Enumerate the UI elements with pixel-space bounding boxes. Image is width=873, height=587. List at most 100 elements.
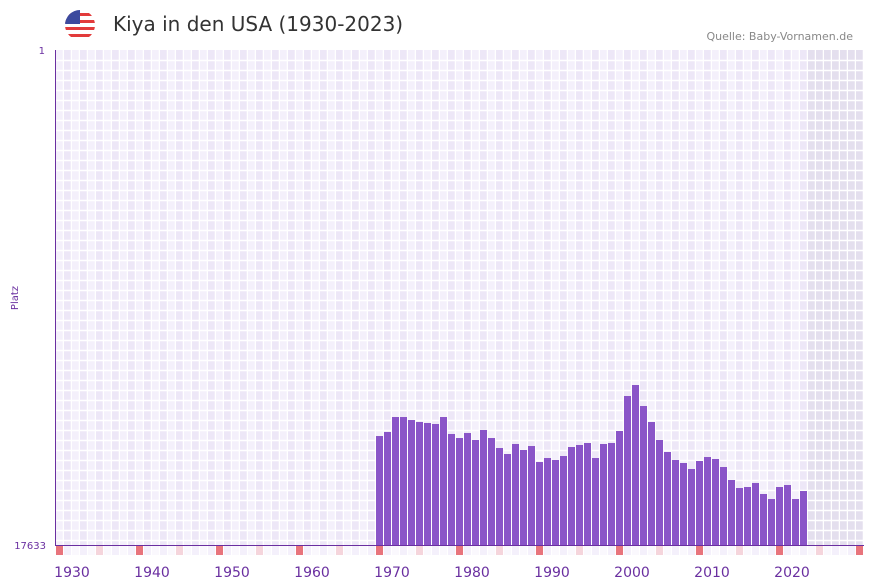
grid-column bbox=[608, 50, 616, 545]
bar-2018 bbox=[760, 493, 767, 545]
source-label: Quelle: Baby-Vornamen.de bbox=[706, 30, 853, 43]
marker-cell bbox=[344, 546, 351, 555]
marker-cell bbox=[568, 546, 575, 555]
grid-column bbox=[624, 50, 632, 545]
grid-column bbox=[88, 50, 96, 545]
grid-column bbox=[832, 50, 840, 545]
marker-cell bbox=[664, 546, 671, 555]
marker-cell bbox=[424, 546, 431, 555]
bar-1981 bbox=[464, 433, 471, 545]
grid-column bbox=[232, 50, 240, 545]
marker-cell bbox=[792, 546, 799, 555]
bar-1992 bbox=[552, 459, 559, 545]
marker-cell bbox=[224, 546, 231, 555]
bar-2008 bbox=[680, 462, 687, 545]
grid-column bbox=[336, 50, 344, 545]
year-marker bbox=[56, 546, 63, 555]
year-marker bbox=[856, 546, 863, 555]
bar-1985 bbox=[496, 448, 503, 545]
y-axis-label: Platz bbox=[10, 286, 21, 310]
marker-cell bbox=[440, 546, 447, 555]
marker-cell bbox=[360, 546, 367, 555]
bar-2006 bbox=[664, 451, 671, 545]
bar-2023 bbox=[800, 491, 807, 545]
grid-column bbox=[560, 50, 568, 545]
grid-column bbox=[248, 50, 256, 545]
bar-1982 bbox=[472, 440, 479, 545]
year-marker bbox=[176, 546, 183, 555]
grid-column bbox=[776, 50, 784, 545]
marker-cell bbox=[480, 546, 487, 555]
bar-1988 bbox=[520, 449, 527, 545]
year-marker bbox=[296, 546, 303, 555]
grid-column bbox=[824, 50, 832, 545]
year-marker bbox=[496, 546, 503, 555]
year-marker bbox=[456, 546, 463, 555]
grid-column bbox=[56, 50, 64, 545]
marker-cell bbox=[64, 546, 71, 555]
marker-cell bbox=[768, 546, 775, 555]
grid-column bbox=[416, 50, 424, 545]
year-marker bbox=[96, 546, 103, 555]
marker-cell bbox=[608, 546, 615, 555]
marker-cell bbox=[624, 546, 631, 555]
grid-column bbox=[72, 50, 80, 545]
bar-1984 bbox=[488, 438, 495, 545]
grid-column bbox=[632, 50, 640, 545]
grid-column bbox=[744, 50, 752, 545]
grid-column bbox=[408, 50, 416, 545]
grid-column bbox=[288, 50, 296, 545]
grid-column bbox=[216, 50, 224, 545]
grid-column bbox=[280, 50, 288, 545]
bar-1977 bbox=[432, 424, 439, 545]
x-tick-label: 1960 bbox=[294, 565, 330, 581]
marker-cell bbox=[552, 546, 559, 555]
x-tick-label: 1970 bbox=[374, 565, 410, 581]
marker-cell bbox=[320, 546, 327, 555]
year-marker bbox=[216, 546, 223, 555]
x-tick-label: 1990 bbox=[534, 565, 570, 581]
grid-column bbox=[384, 50, 392, 545]
bar-2000 bbox=[616, 430, 623, 545]
grid-column bbox=[584, 50, 592, 545]
marker-cell bbox=[632, 546, 639, 555]
grid-column bbox=[704, 50, 712, 545]
x-tick-label: 1950 bbox=[214, 565, 250, 581]
grid-column bbox=[680, 50, 688, 545]
marker-cell bbox=[800, 546, 807, 555]
grid-column bbox=[296, 50, 304, 545]
bar-1980 bbox=[456, 438, 463, 545]
bar-1970 bbox=[376, 436, 383, 545]
bar-2005 bbox=[656, 440, 663, 545]
marker-cell bbox=[504, 546, 511, 555]
bar-2001 bbox=[624, 396, 631, 545]
marker-cell bbox=[312, 546, 319, 555]
grid-column bbox=[376, 50, 384, 545]
bar-1997 bbox=[592, 457, 599, 545]
marker-cell bbox=[192, 546, 199, 555]
marker-cell bbox=[128, 546, 135, 555]
grid-column bbox=[208, 50, 216, 545]
grid-column bbox=[96, 50, 104, 545]
marker-cell bbox=[80, 546, 87, 555]
x-tick-label: 2000 bbox=[614, 565, 650, 581]
x-tick-label: 2020 bbox=[774, 565, 810, 581]
marker-cell bbox=[640, 546, 647, 555]
year-marker bbox=[416, 546, 423, 555]
marker-cell bbox=[240, 546, 247, 555]
bar-2011 bbox=[704, 457, 711, 545]
grid-column bbox=[752, 50, 760, 545]
marker-cell bbox=[544, 546, 551, 555]
bar-1994 bbox=[568, 446, 575, 545]
marker-cell bbox=[720, 546, 727, 555]
grid-column bbox=[424, 50, 432, 545]
grid-column bbox=[552, 50, 560, 545]
grid-column bbox=[80, 50, 88, 545]
grid-column bbox=[504, 50, 512, 545]
bar-2022 bbox=[792, 499, 799, 545]
grid-column bbox=[808, 50, 816, 545]
marker-cell bbox=[584, 546, 591, 555]
bar-2019 bbox=[768, 499, 775, 545]
grid-column bbox=[304, 50, 312, 545]
